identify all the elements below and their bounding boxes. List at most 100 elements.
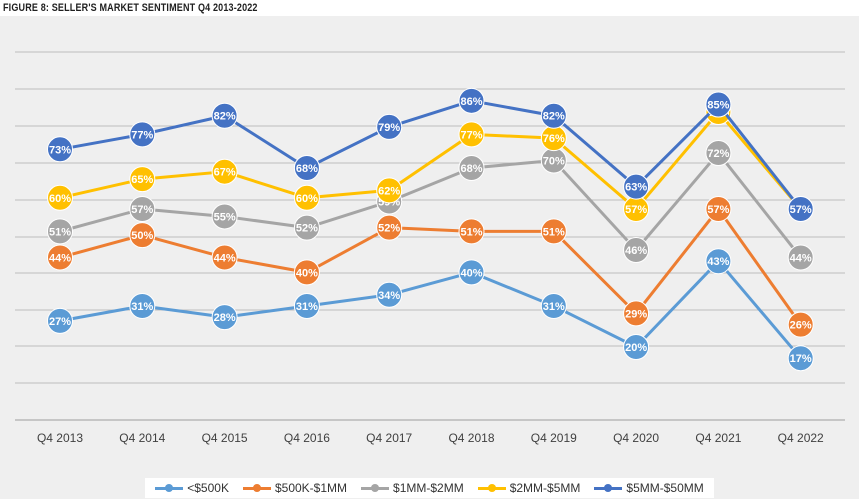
data-label: 46% [625, 245, 647, 257]
data-point [705, 248, 732, 275]
data-point [47, 136, 73, 163]
data-label: 29% [625, 308, 647, 320]
data-label: 31% [543, 301, 565, 313]
series-500k-1mm: 44% 50% 44% 40% 52% 51% 51% 29% 57% 26% [47, 195, 814, 338]
data-point [623, 173, 650, 200]
chart-panel: Q4 2013 Q4 2014 Q4 2015 Q4 2016 Q4 2017 Q4 20… [0, 16, 859, 499]
data-label: 82% [214, 111, 236, 123]
data-point [47, 184, 73, 211]
data-label: 43% [707, 256, 729, 268]
legend-item-500k-1mm: $500K-$1MM [242, 481, 348, 495]
data-point [293, 292, 320, 319]
data-label: 57% [625, 204, 647, 216]
x-tick-label: Q4 2017 [366, 431, 412, 445]
data-point [787, 244, 814, 271]
data-point [376, 113, 403, 140]
data-point [376, 281, 403, 308]
data-label: 28% [214, 312, 236, 324]
data-label: 17% [790, 353, 812, 365]
data-label: 51% [460, 226, 482, 238]
data-point [623, 300, 650, 327]
data-label: 86% [460, 96, 482, 108]
legend-item-500k: <$500K [155, 481, 229, 495]
x-tick-label: Q4 2019 [531, 431, 577, 445]
data-point [705, 140, 732, 167]
data-label: 62% [378, 185, 400, 197]
data-point [376, 214, 403, 241]
data-label: 57% [131, 204, 153, 216]
data-label: 60% [296, 193, 318, 205]
data-point [293, 184, 320, 211]
data-label: 52% [296, 223, 318, 235]
data-label: 57% [707, 204, 729, 216]
line-chart: Q4 2013 Q4 2014 Q4 2015 Q4 2016 Q4 2017 Q4 20… [15, 51, 845, 445]
data-label: 77% [131, 129, 153, 141]
data-point [623, 237, 650, 264]
series-1mm-2mm: 51%57%55%52%59%68%70%46%72%44% [47, 140, 814, 271]
legend-swatch [242, 483, 271, 493]
data-point [705, 91, 732, 118]
data-label: 76% [543, 133, 565, 145]
legend-label: $500K-$1MM [274, 481, 348, 495]
data-point [623, 334, 650, 360]
data-point [540, 102, 567, 129]
series-500k: 27% 31% 28% 31% 34% 40% 31% 20% 43% 17% [47, 248, 814, 372]
data-point [129, 195, 156, 222]
legend-label: $5MM-$50MM [626, 481, 704, 495]
series-line [59, 151, 802, 259]
data-point [705, 195, 732, 222]
series-line [59, 99, 802, 210]
x-tick-label: Q4 2015 [202, 431, 248, 445]
data-point [129, 292, 156, 319]
data-label: 70% [543, 156, 565, 168]
data-point [129, 222, 156, 249]
data-point [211, 244, 238, 271]
data-label: 51% [543, 226, 565, 238]
legend-item-2mm-5mm: $2MM-$5MM [477, 481, 580, 495]
data-label: 44% [790, 252, 812, 264]
legend-item-1mm-2mm: $1MM-$2MM [361, 481, 464, 495]
data-point [540, 218, 567, 245]
x-tick-label: Q4 2016 [284, 431, 330, 445]
data-point [129, 121, 156, 148]
legend-swatch [361, 483, 390, 493]
x-tick-label: Q4 2013 [37, 431, 83, 445]
data-point [47, 218, 73, 245]
data-label: 52% [378, 223, 400, 235]
data-point [211, 304, 238, 331]
data-label: 50% [131, 230, 153, 242]
x-tick-label: Q4 2021 [695, 431, 741, 445]
x-tick-label: Q4 2022 [778, 431, 824, 445]
data-point [787, 311, 814, 338]
data-label: 85% [707, 100, 729, 112]
data-point [47, 307, 73, 334]
data-label: 79% [378, 122, 400, 134]
series-line [59, 207, 802, 326]
data-label: 68% [460, 163, 482, 175]
data-point [376, 177, 403, 204]
data-label: 51% [49, 226, 71, 238]
x-tick-label: Q4 2018 [448, 431, 494, 445]
data-label: 68% [296, 163, 318, 175]
figure-title: FIGURE 8: SELLER'S MARKET SENTIMENT Q4 2… [3, 2, 258, 14]
legend-swatch [477, 483, 506, 493]
data-point [293, 214, 320, 241]
data-label: 34% [378, 290, 400, 302]
data-point [211, 158, 238, 185]
x-tick-label: Q4 2014 [119, 431, 165, 445]
data-label: 63% [625, 182, 647, 194]
series-5mm-50mm: 73% 77% 82% 68% 79% 86% 82% 63% 85% 57% [47, 87, 814, 222]
data-label: 27% [49, 316, 71, 328]
data-point [540, 292, 567, 319]
data-label: 77% [460, 129, 482, 141]
data-label: 72% [707, 148, 729, 160]
legend-box: <$500K $500K-$1MM $1MM-$2MM $2MM-$5MM $5MM-$… [145, 478, 714, 498]
data-label: 57% [790, 204, 812, 216]
data-point [211, 102, 238, 129]
legend-label: $1MM-$2MM [393, 481, 464, 495]
data-label: 20% [625, 342, 647, 354]
series-line [59, 259, 802, 360]
data-label: 44% [214, 252, 236, 264]
data-label: 55% [214, 211, 236, 223]
data-point [787, 345, 814, 372]
